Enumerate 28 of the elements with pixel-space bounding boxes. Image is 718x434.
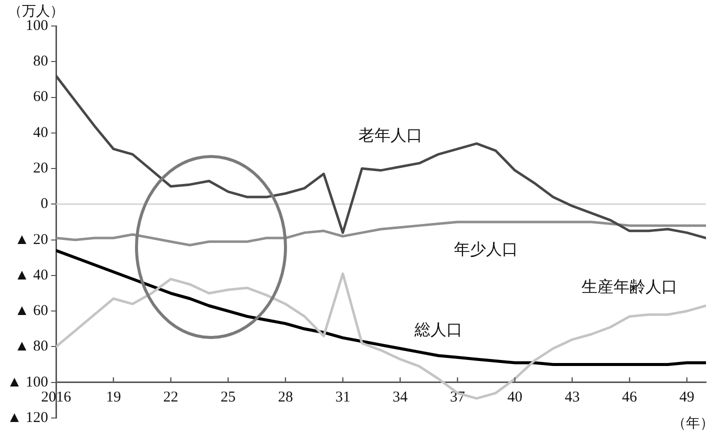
y-tick-label: 0 xyxy=(40,196,48,212)
x-tick-label: 25 xyxy=(220,389,236,406)
series-label: 生産年齢人口 xyxy=(582,278,678,296)
x-tick-label: 40 xyxy=(507,389,522,406)
y-tick-label: 60 xyxy=(33,89,48,106)
y-tick-label: 20 xyxy=(33,160,48,176)
y-tick-label: 40 xyxy=(33,124,48,141)
x-tick-label: 43 xyxy=(564,389,580,406)
y-tick-label: ▲ 120 xyxy=(6,410,48,426)
y-tick-label: ▲ 20 xyxy=(14,232,48,248)
x-tick-label: 31 xyxy=(335,389,350,406)
series-label: 総人口 xyxy=(413,322,462,339)
x-tick-label: 49 xyxy=(679,389,694,406)
y-tick-label: ▲ 60 xyxy=(14,303,48,320)
y-tick-label: ▲ 80 xyxy=(14,338,48,355)
y-axis-title: （万人） xyxy=(8,4,64,20)
x-tick-label: 19 xyxy=(106,389,121,406)
x-tick-label: 46 xyxy=(622,389,638,406)
y-tick-label: ▲ 40 xyxy=(14,267,48,284)
series-label: 老年人口 xyxy=(358,126,423,145)
x-axis-title: （年） xyxy=(672,416,714,432)
y-tick-label: 80 xyxy=(33,54,48,70)
y-tick-label: 100 xyxy=(26,18,48,34)
x-tick-label: 22 xyxy=(163,389,178,406)
series-label: 年少人口 xyxy=(454,240,518,259)
x-tick-label: 28 xyxy=(278,389,293,406)
x-tick-label: 34 xyxy=(392,389,408,406)
y-tick-label: ▲ 100 xyxy=(6,374,48,390)
